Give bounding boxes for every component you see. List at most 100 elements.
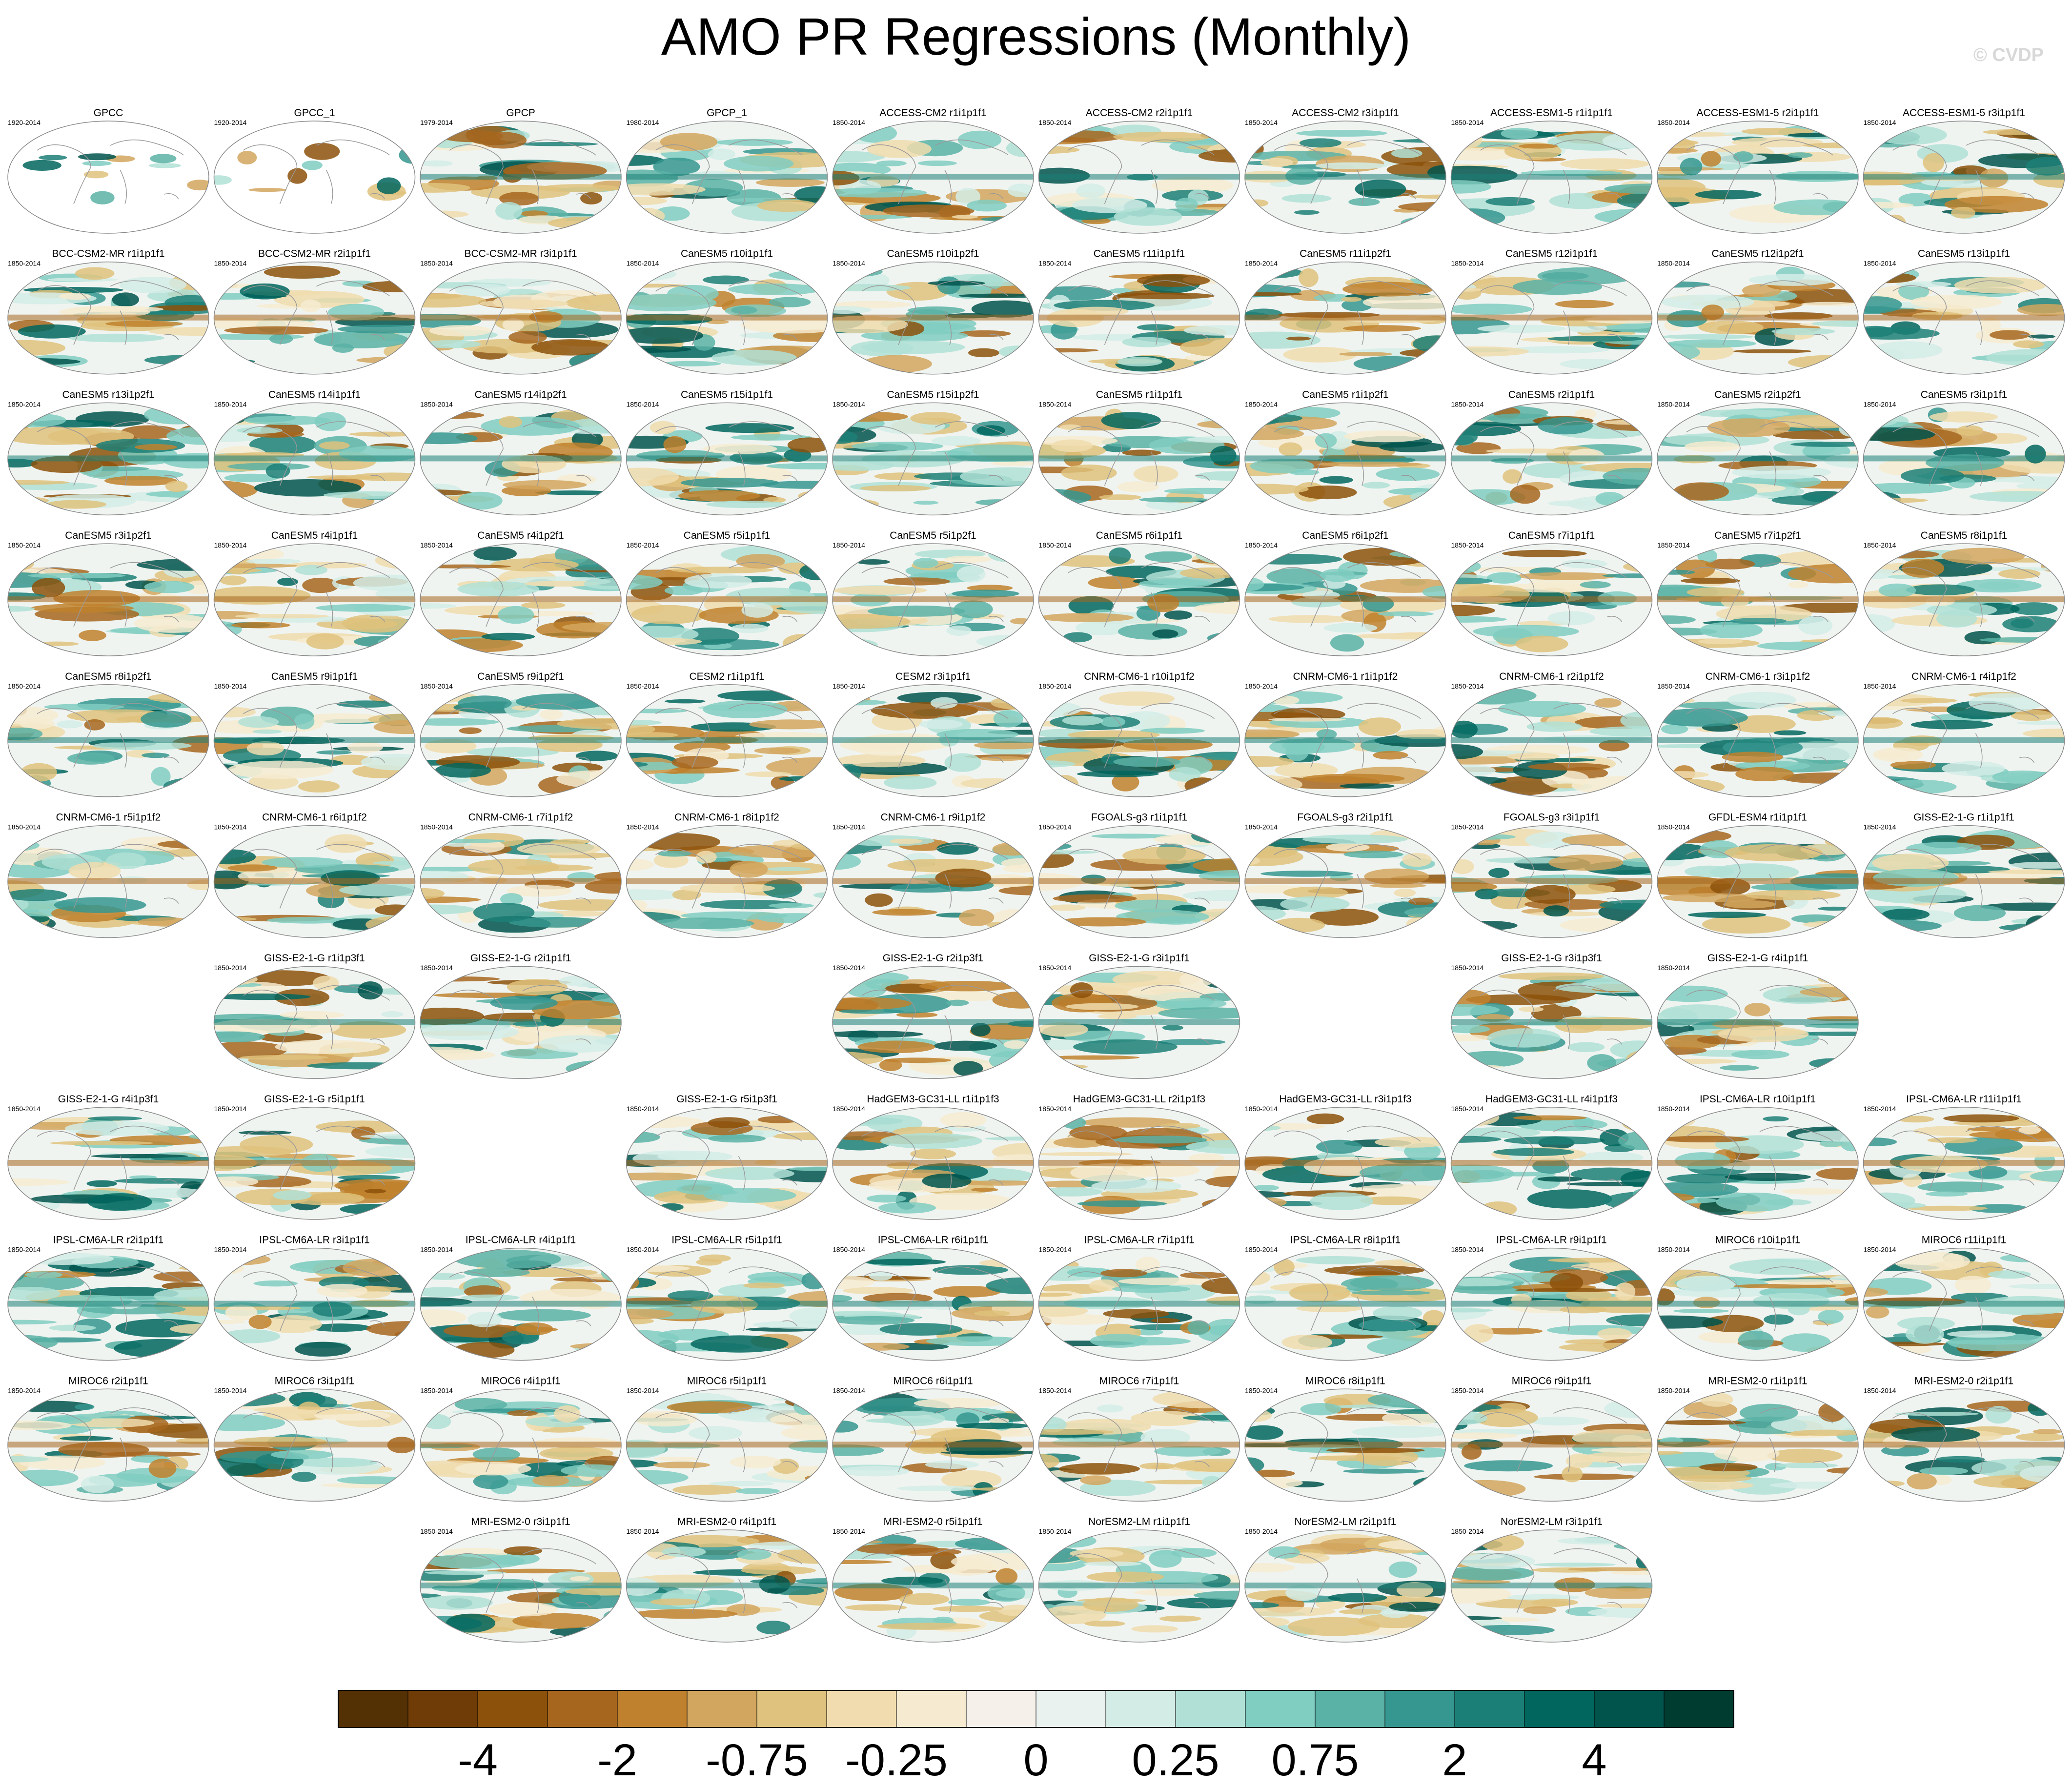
equator-band [1245,878,1446,884]
map-field [1657,966,1858,1079]
colorbar-swatch [478,1690,548,1727]
panel-years: 1850-2014 [1864,541,1896,549]
map-blob [214,407,248,425]
panel-title: MIROC6 r6i1p1f1 [893,1375,973,1386]
map-blob [1735,767,1794,781]
map-outline [213,966,416,1079]
map-blob [1451,421,1522,436]
map-blob [1548,854,1624,871]
panel-title: CanESM5 r7i1p2f1 [1714,530,1801,541]
map-blob [1038,1314,1115,1325]
map-blob [1595,1604,1652,1608]
map-blob [91,1154,188,1158]
map-blob [1451,605,1495,616]
map-blob [654,1457,700,1461]
map-blob [1620,1170,1652,1187]
map-blob [626,761,680,771]
map-field [833,1248,1034,1361]
map-blob [1777,288,1858,305]
map-blob [708,148,736,161]
map-blob [1832,978,1858,988]
map-blob [1194,602,1240,614]
map-blob [730,1456,781,1468]
panel-years: 1850-2014 [833,260,865,267]
map-blob [104,475,177,486]
map-blob [1657,187,1706,198]
map-blob [8,340,66,356]
map-blob [1003,1040,1027,1049]
panel-years: 1850-2014 [1039,400,1072,408]
map-blob [1562,1465,1583,1483]
panel-years: 1850-2014 [1657,119,1690,126]
map-blob [1159,1123,1201,1129]
map-blob [663,436,687,453]
coastline [1068,139,1215,204]
map-blob [1179,567,1240,579]
map-blob [861,340,965,354]
panel-title: CNRM-CM6-1 r1i1p1f2 [1293,671,1398,682]
map-blob [44,704,124,711]
map-outline [1038,1107,1240,1220]
map-field [1245,544,1446,656]
map-blob [749,719,828,730]
map-outline [832,1247,1034,1361]
map-blob [1657,1420,1746,1425]
map-blob [1299,138,1341,148]
map-blob [455,1462,531,1476]
map-blob [1657,584,1719,600]
map-blob [13,1252,114,1265]
map-blob [1038,1304,1088,1317]
colorbar-swatch [827,1690,897,1727]
map-blob [1954,1276,1991,1294]
coastline [449,562,596,627]
map-blob [1885,214,1906,231]
map-field [1863,1107,2065,1219]
panel-title: IPSL-CM6A-LR r9i1p1f1 [1496,1235,1606,1246]
map-outline [1244,543,1446,656]
map-outline [1450,1388,1653,1502]
panel-title: GISS-E2-1-G r2i1p1f1 [470,953,571,964]
map-blob [496,1309,591,1321]
coastline [1274,1266,1421,1331]
map-blob [1339,1609,1384,1615]
map-blob [2031,1342,2065,1359]
panel-years: 1850-2014 [833,1105,865,1113]
map-blob [1549,1273,1584,1292]
map-blob [291,1458,378,1467]
panel-title: CanESM5 r1i1p2f1 [1302,389,1388,400]
map-blob [786,127,828,135]
map-blob [953,1060,983,1077]
map-blob [1863,497,1929,504]
map-blob [735,1487,780,1495]
panel-years: 1850-2014 [1039,964,1072,972]
map-blob [8,496,49,505]
panel-years: 1850-2014 [1245,682,1278,690]
colorbar-swatch [1524,1690,1595,1727]
equator-band [420,596,621,603]
map-blob [1733,1283,1837,1289]
map-blob [1330,634,1364,652]
map-blob [1528,1416,1590,1426]
coastline [243,421,390,486]
panel-title: CanESM5 r1i1p1f1 [1096,389,1182,400]
map-blob [1943,1114,2019,1123]
map-blob [32,578,65,598]
map-blob [179,1343,209,1355]
panel-years: 1850-2014 [1864,682,1896,690]
map-field [1038,1389,1240,1502]
map-blob [1098,691,1175,706]
map-blob [1462,1625,1555,1636]
map-blob [833,460,894,471]
map-blob [1763,1116,1789,1122]
panel-title: CanESM5 r13i1p1f1 [1918,248,2010,260]
map-blob [691,1335,789,1353]
panel-title: GISS-E2-1-G r1i1p3f1 [264,953,365,964]
map-blob [1164,488,1240,494]
map-blob [1623,561,1652,572]
